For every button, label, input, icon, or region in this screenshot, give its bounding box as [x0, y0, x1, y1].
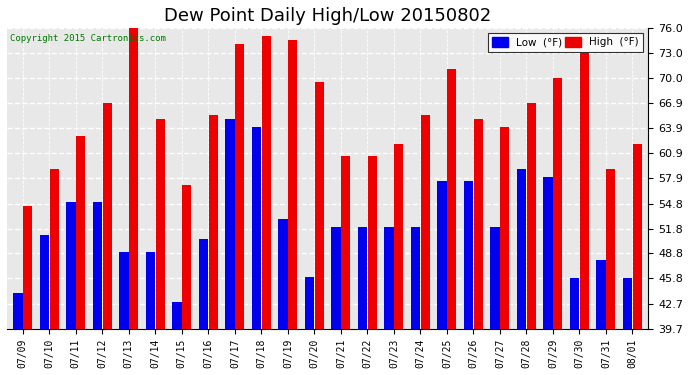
Bar — [473, 119, 483, 329]
Bar — [76, 136, 86, 329]
Bar — [596, 260, 606, 329]
Bar — [341, 156, 351, 329]
Bar — [500, 128, 509, 329]
Bar — [623, 278, 632, 329]
Bar — [103, 102, 112, 329]
Bar — [411, 227, 420, 329]
Bar — [23, 206, 32, 329]
Bar — [607, 169, 615, 329]
Bar — [464, 182, 473, 329]
Bar — [544, 177, 553, 329]
Bar — [580, 53, 589, 329]
Bar — [368, 156, 377, 329]
Bar — [331, 227, 341, 329]
Bar — [315, 82, 324, 329]
Bar — [182, 186, 191, 329]
Bar — [262, 36, 271, 329]
Bar — [437, 182, 446, 329]
Bar — [570, 278, 579, 329]
Bar — [146, 252, 155, 329]
Bar — [252, 128, 261, 329]
Bar — [553, 78, 562, 329]
Text: Copyright 2015 Cartronics.com: Copyright 2015 Cartronics.com — [10, 34, 166, 43]
Bar — [358, 227, 367, 329]
Bar — [119, 252, 128, 329]
Bar — [208, 115, 218, 329]
Bar — [172, 302, 181, 329]
Bar — [199, 238, 208, 329]
Bar — [288, 40, 297, 329]
Bar — [384, 227, 393, 329]
Bar — [235, 45, 244, 329]
Bar — [491, 227, 500, 329]
Bar — [13, 293, 23, 329]
Bar — [93, 202, 102, 329]
Bar — [129, 28, 139, 329]
Bar — [633, 144, 642, 329]
Bar — [226, 119, 235, 329]
Title: Dew Point Daily High/Low 20150802: Dew Point Daily High/Low 20150802 — [164, 7, 491, 25]
Bar — [40, 235, 49, 329]
Bar — [526, 102, 536, 329]
Bar — [517, 169, 526, 329]
Bar — [447, 69, 457, 329]
Bar — [394, 144, 404, 329]
Legend: Low  (°F), High  (°F): Low (°F), High (°F) — [488, 33, 643, 52]
Bar — [50, 169, 59, 329]
Bar — [66, 202, 76, 329]
Bar — [156, 119, 165, 329]
Bar — [421, 115, 430, 329]
Bar — [305, 277, 314, 329]
Bar — [278, 219, 288, 329]
